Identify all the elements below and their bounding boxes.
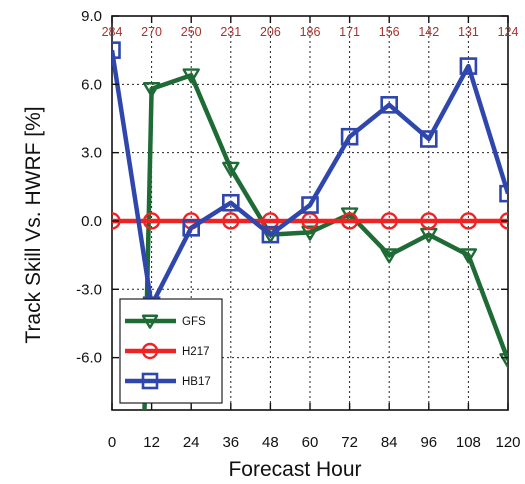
y-tick-label: 6.0 [81, 76, 102, 93]
series-h217 [112, 212, 508, 230]
point-hb17 [499, 184, 508, 203]
sample-count-label: 206 [260, 25, 281, 39]
legend-label-h217: H217 [182, 346, 210, 358]
x-tick-label: 24 [183, 434, 200, 451]
point-gfs [142, 82, 161, 98]
point-h217 [420, 212, 438, 230]
sample-count-label: 270 [141, 25, 162, 39]
series-hb17 [112, 41, 508, 315]
legend-label-gfs: GFS [182, 316, 206, 328]
sample-count-label: 131 [458, 25, 479, 39]
x-tick-label: 120 [495, 434, 520, 451]
sample-count-label: 171 [339, 25, 360, 39]
sample-counts: 284 270 250 231 206 186 171 156 142 131 124 [102, 25, 519, 39]
y-tick-label: 0.0 [81, 213, 102, 230]
legend-marker-hb17 [141, 372, 159, 390]
point-h217 [340, 212, 359, 230]
legend: GFS H217 HB17 [119, 298, 223, 404]
x-tick-label: 36 [222, 434, 239, 451]
point-h217 [222, 212, 240, 230]
point-h217 [112, 212, 121, 230]
y-tick-label: -3.0 [76, 281, 102, 298]
point-h217 [499, 212, 508, 230]
point-gfs [222, 161, 240, 177]
sample-count-label: 231 [220, 25, 241, 39]
point-hb17 [380, 96, 399, 114]
x-tick-label: 0 [108, 434, 116, 451]
sample-count-label: 124 [498, 25, 519, 39]
series-line-hb17 [112, 49, 508, 308]
point-gfs [301, 225, 319, 241]
ticks: 0 12 24 36 48 60 72 84 96 108 120 9.0 6.0 3.0 0.0 -3.0 -… [76, 8, 520, 451]
sample-count-label: 250 [181, 25, 202, 39]
point-hb17 [459, 57, 478, 75]
x-tick-label: 108 [456, 434, 481, 451]
point-hb17 [112, 41, 121, 59]
point-hb17 [261, 225, 280, 244]
point-h217 [459, 212, 478, 230]
sample-count-label: 156 [379, 25, 400, 39]
x-tick-label: 84 [381, 434, 398, 451]
x-axis-title: Forecast Hour [228, 458, 361, 481]
y-tick-label: -6.0 [76, 350, 102, 367]
point-hb17 [301, 196, 319, 214]
x-tick-label: 96 [420, 434, 437, 451]
y-axis-title: Track Skill Vs. HWRF [%] [22, 106, 45, 343]
x-tick-label: 60 [302, 434, 319, 451]
point-gfs [182, 68, 200, 84]
point-gfs [380, 248, 398, 264]
point-gfs [459, 248, 478, 264]
point-h217 [380, 212, 398, 230]
y-tick-label: 3.0 [81, 145, 102, 162]
point-hb17 [222, 193, 240, 212]
point-gfs [499, 353, 508, 369]
x-tick-label: 12 [143, 434, 160, 451]
point-hb17 [419, 130, 438, 148]
legend-marker-gfs [141, 314, 159, 329]
sample-count-label: 142 [418, 25, 439, 39]
point-h217 [142, 212, 161, 230]
series-line-gfs [142, 72, 508, 410]
sample-count-label: 186 [300, 25, 321, 39]
point-hb17 [340, 127, 359, 146]
series [112, 41, 508, 410]
legend-marker-h217 [141, 342, 159, 360]
point-h217 [261, 212, 280, 230]
x-tick-label: 72 [341, 434, 358, 451]
sample-count-label: 284 [102, 25, 123, 39]
legend-label-hb17: HB17 [182, 376, 211, 388]
x-tick-label: 48 [262, 434, 279, 451]
y-tick-label: 9.0 [81, 8, 102, 25]
point-hb17 [182, 219, 200, 237]
